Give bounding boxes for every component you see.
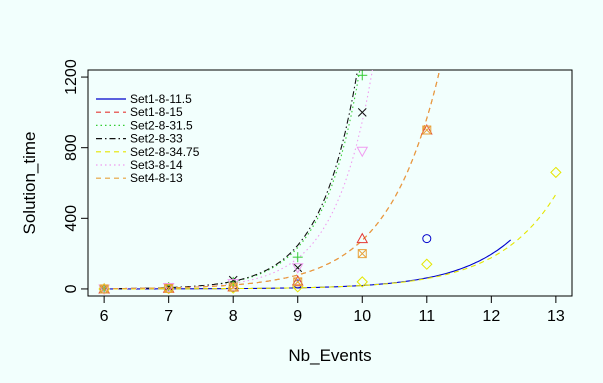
legend-label: Set2-8-33 xyxy=(130,132,183,146)
legend: Set1-8-11.5Set1-8-15Set2-8-31.5Set2-8-33… xyxy=(96,92,200,185)
fit-curve-Set2-8-33 xyxy=(104,70,359,290)
data-point-Set2-8-34.75 xyxy=(356,276,368,288)
data-point-Set2-8-33 xyxy=(293,263,303,273)
x-axis: 6 7 8 9 10 11 12 13 xyxy=(100,296,565,325)
legend-label: Set2-8-31.5 xyxy=(130,118,193,132)
x-tick-label: 9 xyxy=(293,308,302,325)
x-axis-label: Nb_Events xyxy=(288,346,371,365)
x-tick-label: 11 xyxy=(418,308,435,325)
legend-label: Set4-8-13 xyxy=(130,171,183,185)
data-point-Set3-8-14 xyxy=(162,283,175,294)
y-tick-label: 0 xyxy=(63,284,80,293)
y-tick-label: 1200 xyxy=(63,59,80,95)
data-point-Set4-8-13 xyxy=(228,282,238,292)
data-point-Set2-8-34.75 xyxy=(550,166,562,179)
y-axis: 0 400 800 1200 xyxy=(63,59,88,293)
x-tick-label: 6 xyxy=(100,308,109,325)
data-point-Set4-8-13 xyxy=(422,125,432,135)
data-point-Set4-8-13 xyxy=(357,249,367,259)
fit-curve-Set1-8-11.5 xyxy=(104,239,512,290)
data-point-Set4-8-13 xyxy=(293,277,303,287)
fit-curve-Set4-8-13 xyxy=(104,70,441,290)
data-point-Set2-8-33 xyxy=(357,108,367,117)
y-tick-label: 400 xyxy=(63,205,80,232)
data-point-Set1-8-11.5 xyxy=(422,234,432,244)
data-points xyxy=(98,70,562,295)
data-point-Set2-8-31.5 xyxy=(357,70,368,81)
legend-label: Set1-8-15 xyxy=(130,105,183,119)
x-tick-label: 7 xyxy=(164,308,173,325)
data-point-Set1-8-15 xyxy=(291,274,304,286)
data-point-Set2-8-34.75 xyxy=(227,282,239,294)
fit-curve-Set2-8-34.75 xyxy=(104,194,557,290)
x-tick-label: 10 xyxy=(353,308,371,325)
data-point-Set3-8-14 xyxy=(356,146,369,158)
data-point-Set2-8-34.75 xyxy=(421,258,433,270)
data-point-Set3-8-14 xyxy=(291,263,304,274)
y-tick-label: 800 xyxy=(63,134,80,161)
x-tick-label: 12 xyxy=(482,308,500,325)
plot-border xyxy=(87,69,573,297)
legend-label: Set1-8-11.5 xyxy=(130,92,192,106)
legend-label: Set2-8-34.75 xyxy=(130,145,200,159)
legend-label: Set3-8-14 xyxy=(130,158,183,172)
data-point-Set4-8-13 xyxy=(164,283,174,293)
x-tick-label: 13 xyxy=(547,308,565,325)
data-point-Set2-8-31.5 xyxy=(292,252,303,263)
data-point-Set1-8-15 xyxy=(356,232,369,244)
x-tick-label: 8 xyxy=(229,308,238,325)
y-axis-label: Solution_time xyxy=(20,131,39,234)
data-point-Set4-8-13 xyxy=(99,284,109,294)
